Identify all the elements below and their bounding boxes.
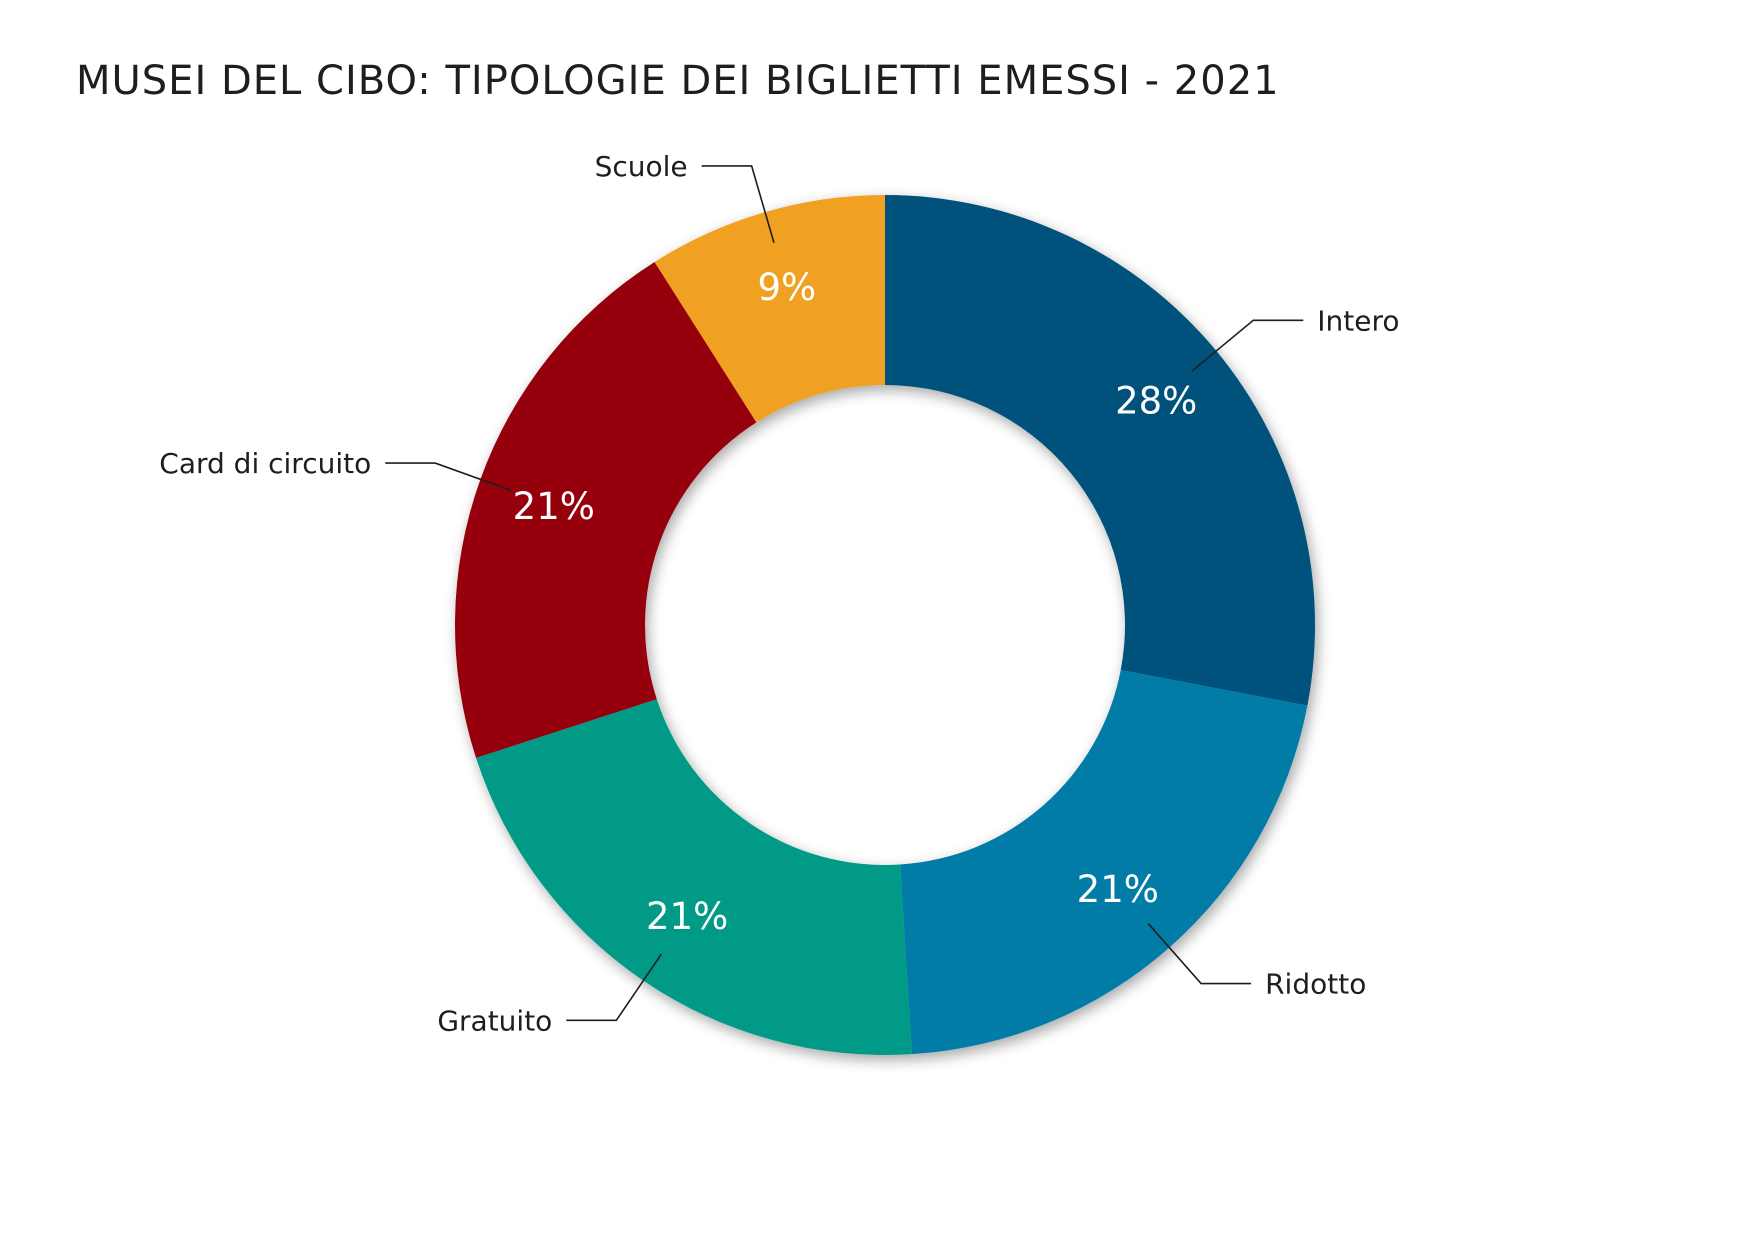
- category-label-scuole: Scuole: [595, 150, 688, 183]
- leader-line-scuole: [701, 165, 775, 244]
- value-label-ridotto: 21%: [1077, 868, 1159, 911]
- slice-card-di-circuito: [454, 261, 757, 758]
- slice-ridotto: [900, 669, 1308, 1055]
- leader-line-card-di-circuito: [385, 462, 511, 491]
- category-label-gratuito: Gratuito: [437, 1004, 552, 1037]
- slice-intero: [885, 195, 1315, 706]
- leader-line-ridotto: [1147, 923, 1252, 985]
- value-label-scuole: 9%: [757, 266, 816, 309]
- chart-title: MUSEI DEL CIBO: TIPOLOGIE DEI BIGLIETTI …: [76, 58, 1280, 104]
- category-label-card-di-circuito: Card di circuito: [159, 447, 371, 480]
- donut-labels: 28% Intero 21% Ridotto 21% Gratuito 21% Card di…: [159, 150, 1399, 1037]
- leader-line-intero: [1191, 319, 1304, 372]
- value-label-gratuito: 21%: [646, 895, 728, 938]
- category-label-intero: Intero: [1317, 304, 1399, 337]
- value-label-card-di-circuito: 21%: [513, 485, 595, 528]
- value-label-intero: 28%: [1115, 380, 1197, 423]
- leader-line-gratuito: [566, 953, 662, 1022]
- donut-slices: [454, 195, 1315, 1055]
- slice-scuole: [654, 195, 885, 423]
- category-label-ridotto: Ridotto: [1265, 968, 1366, 1001]
- slice-gratuito: [476, 699, 912, 1055]
